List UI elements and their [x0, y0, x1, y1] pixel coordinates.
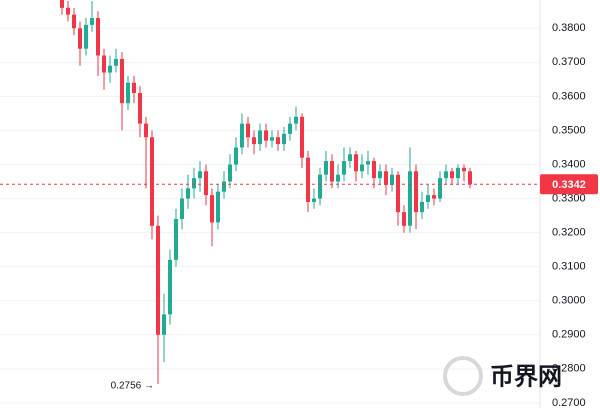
- candle-body: [282, 133, 286, 145]
- candle-body: [456, 167, 460, 179]
- candle-body: [312, 198, 316, 202]
- candle-body: [138, 92, 142, 124]
- candle-body: [210, 195, 214, 223]
- watermark: 币界网: [490, 363, 562, 390]
- candle-body: [252, 137, 256, 145]
- candle-body: [78, 28, 82, 49]
- y-tick-label: 0.2900: [552, 329, 586, 341]
- candle-body: [168, 259, 172, 315]
- candle-body: [402, 212, 406, 226]
- candle-body: [468, 171, 472, 185]
- candle-body: [348, 154, 352, 162]
- candle-body: [126, 82, 130, 104]
- candle-body: [336, 174, 340, 182]
- last-price-box: [540, 174, 598, 195]
- candle-body: [426, 195, 430, 202]
- candle-body: [390, 174, 394, 185]
- candle-body: [324, 161, 328, 175]
- candle-body: [264, 130, 268, 141]
- candle-body: [420, 201, 424, 213]
- last-price-label: 0.3342: [552, 179, 586, 191]
- y-tick-label: 0.3100: [552, 261, 586, 273]
- candle-body: [180, 198, 184, 219]
- candle-body: [432, 195, 436, 199]
- candle-body: [408, 171, 412, 226]
- candle-body: [438, 178, 442, 199]
- candle-body: [186, 188, 190, 199]
- candle-body: [120, 58, 124, 104]
- candle-body: [288, 123, 292, 134]
- y-tick-label: 0.2800: [552, 363, 586, 375]
- y-tick-label: 0.3200: [552, 227, 586, 239]
- candle-body: [360, 164, 364, 172]
- candle-body: [222, 181, 226, 192]
- y-tick-label: 0.3800: [552, 22, 586, 34]
- candle-body: [372, 161, 376, 179]
- candle-body: [354, 154, 358, 172]
- candle-body: [342, 161, 346, 175]
- candle-body: [384, 171, 388, 185]
- candle-body: [60, 0, 64, 8]
- y-tick-label: 0.2700: [552, 397, 586, 408]
- candle-body: [144, 123, 148, 138]
- candle-body: [162, 314, 166, 335]
- candle-body: [258, 130, 262, 145]
- candle-body: [378, 171, 382, 179]
- candle-body: [102, 55, 106, 73]
- candle-body: [240, 123, 244, 148]
- candle-body: [228, 164, 232, 182]
- candle-body: [462, 167, 466, 172]
- candle-body: [90, 18, 94, 25]
- y-tick-label: 0.3700: [552, 56, 586, 68]
- candle-body: [318, 174, 322, 199]
- candle-body: [198, 171, 202, 179]
- candle-body: [294, 116, 298, 124]
- y-tick-label: 0.3000: [552, 295, 586, 307]
- candle-body: [192, 178, 196, 189]
- candle-body: [108, 65, 112, 73]
- y-tick-label: 0.3400: [552, 158, 586, 170]
- candle-body: [234, 147, 238, 165]
- candle-body: [450, 171, 454, 179]
- candle-body: [246, 123, 250, 138]
- y-tick-label: 0.3500: [552, 124, 586, 136]
- candle-body: [150, 137, 154, 226]
- candle-body: [156, 225, 160, 335]
- y-tick-label: 0.3600: [552, 90, 586, 102]
- candle-body: [216, 191, 220, 223]
- candle-body: [204, 171, 208, 196]
- candle-body: [132, 82, 136, 93]
- candle-body: [300, 116, 304, 158]
- watermark-logo: [443, 356, 483, 396]
- candle-body: [306, 157, 310, 202]
- candle-body: [96, 18, 100, 56]
- candle-body: [414, 171, 418, 213]
- candle-body: [330, 161, 334, 182]
- low-annotation: 0.2756 →: [111, 380, 154, 391]
- candle-body: [114, 58, 118, 66]
- candle-body: [396, 174, 400, 213]
- candle-body: [366, 161, 370, 165]
- candle-body: [270, 137, 274, 141]
- y-tick-label: 0.3300: [552, 192, 586, 204]
- candle-body: [444, 171, 448, 179]
- candle-body: [84, 24, 88, 49]
- candle-body: [276, 137, 280, 145]
- candle-body: [66, 7, 70, 15]
- candle-body: [174, 218, 178, 260]
- candle-body: [72, 14, 76, 29]
